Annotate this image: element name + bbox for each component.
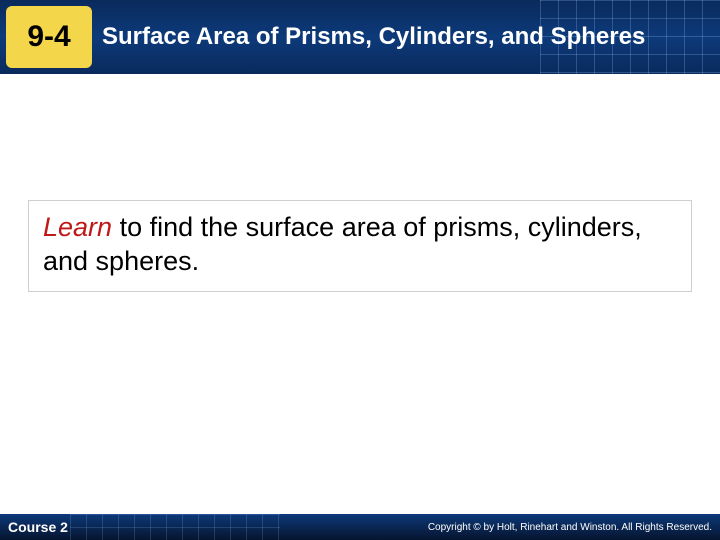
learn-body: to find the surface area of prisms, cyli…: [43, 212, 642, 276]
copyright-text: Copyright © by Holt, Rinehart and Winsto…: [428, 522, 712, 533]
main-content: Learn to find the surface area of prisms…: [28, 200, 692, 292]
learn-objective-text: Learn to find the surface area of prisms…: [43, 211, 677, 279]
learn-label: Learn: [43, 212, 112, 242]
course-label: Course 2: [8, 519, 68, 535]
slide-footer: Course 2 Copyright © by Holt, Rinehart a…: [0, 514, 720, 540]
lesson-title: Surface Area of Prisms, Cylinders, and S…: [102, 23, 645, 51]
learn-objective-box: Learn to find the surface area of prisms…: [28, 200, 692, 292]
lesson-header: 9-4 Surface Area of Prisms, Cylinders, a…: [0, 0, 720, 74]
footer-grid-decoration: [70, 514, 280, 540]
lesson-number-badge: 9-4: [6, 6, 92, 68]
